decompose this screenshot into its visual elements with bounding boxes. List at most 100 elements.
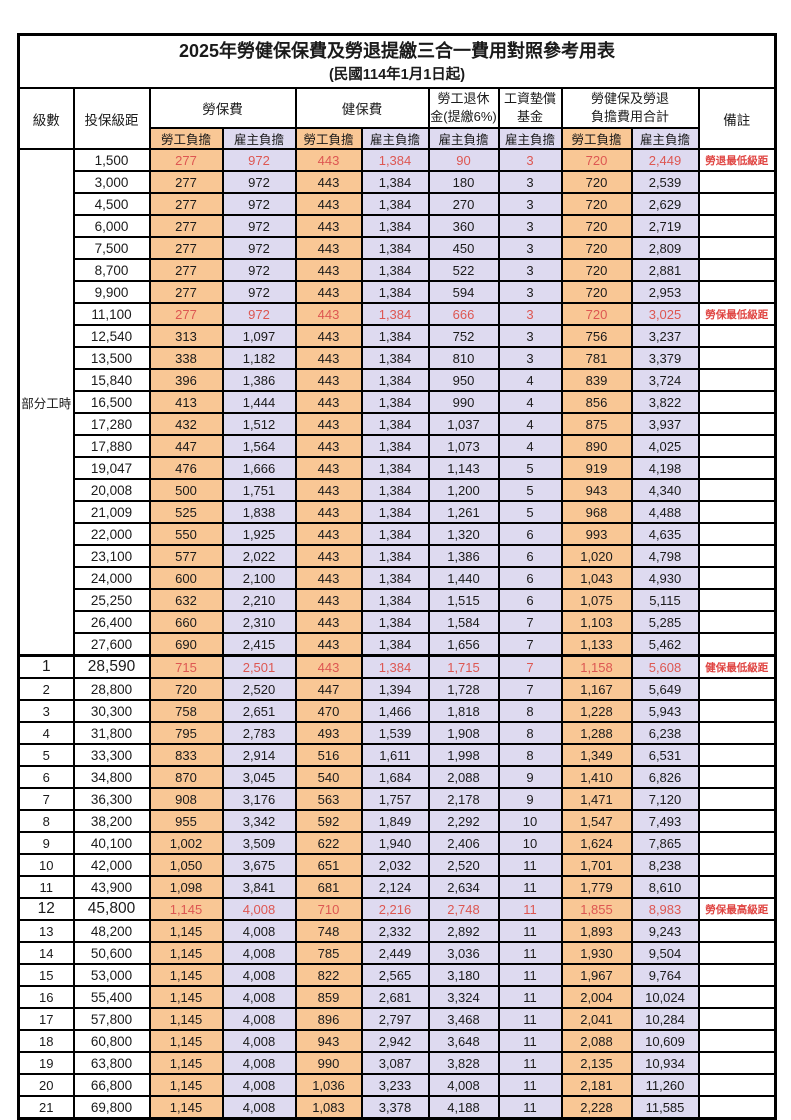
total-employer-cell: 3,379 (630, 346, 700, 370)
total-employer-cell: 5,115 (630, 588, 700, 612)
level-cell: 1 (17, 654, 75, 679)
wage-fund-cell: 7 (497, 632, 563, 657)
remark-cell (697, 390, 777, 414)
total-employer-cell: 5,285 (630, 610, 700, 634)
bracket-cell: 48,200 (72, 919, 151, 943)
total-employee-cell: 1,410 (560, 765, 633, 789)
wage-fund-cell: 5 (497, 478, 563, 502)
health-employer-cell: 1,539 (360, 721, 430, 745)
remark-cell (697, 677, 777, 701)
total-employer-cell: 9,243 (630, 919, 700, 943)
health-employer-cell: 1,384 (360, 478, 430, 502)
pension-cell: 2,634 (427, 875, 500, 899)
level-cell: 17 (17, 1007, 75, 1031)
wage-fund-cell: 7 (497, 654, 563, 679)
total-employer-cell: 5,943 (630, 699, 700, 723)
labor-employer-cell: 1,564 (221, 434, 297, 458)
table-row: 25,250 632 2,210 443 1,384 1,515 6 1,075 5,115 (19, 588, 777, 612)
pension-cell: 3,180 (427, 963, 500, 987)
pension-cell: 810 (427, 346, 500, 370)
labor-employer-cell: 1,925 (221, 522, 297, 546)
remark-cell (697, 941, 777, 965)
remark-cell (697, 1073, 777, 1097)
table-row: 12 45,800 1,145 4,008 710 2,216 2,748 11 1,855 8,… (17, 897, 777, 921)
health-employer-cell: 2,681 (360, 985, 430, 1009)
subheader-labor-employer: 雇主負擔 (221, 127, 297, 150)
health-employer-cell: 1,384 (360, 324, 430, 348)
pension-cell: 270 (427, 192, 500, 216)
total-employee-cell: 720 (560, 192, 633, 216)
bracket-cell: 30,300 (72, 699, 151, 723)
remark-cell (697, 699, 777, 723)
total-employee-cell: 2,041 (560, 1007, 633, 1031)
table-row: 26,400 660 2,310 443 1,384 1,584 7 1,103 5,285 (19, 610, 777, 634)
remark-cell: 健保最低級距 (697, 654, 777, 679)
bracket-cell: 20,008 (72, 478, 151, 502)
total-employee-cell: 1,020 (560, 544, 633, 568)
table-row: 16,500 413 1,444 443 1,384 990 4 856 3,822 (19, 390, 777, 414)
labor-employee-cell: 1,145 (148, 985, 224, 1009)
table-row: 27,600 690 2,415 443 1,384 1,656 7 1,133 5,462 (19, 632, 777, 657)
total-employee-cell: 1,855 (560, 897, 633, 921)
wage-fund-cell: 4 (497, 434, 563, 458)
bracket-cell: 57,800 (72, 1007, 151, 1031)
subheader-health-employer: 雇主負擔 (360, 127, 430, 150)
table-row: 1 28,590 715 2,501 443 1,384 1,715 7 1,158 5,608 健… (17, 654, 777, 679)
remark-cell (697, 787, 777, 811)
wage-fund-cell: 11 (497, 1095, 563, 1120)
table-row: 4 31,800 795 2,783 493 1,539 1,908 8 1,288 6,238 (17, 721, 777, 745)
level-cell: 8 (17, 809, 75, 833)
pension-cell: 1,200 (427, 478, 500, 502)
health-employee-cell: 443 (294, 324, 363, 348)
pension-cell: 2,520 (427, 853, 500, 877)
remark-cell (697, 1051, 777, 1075)
health-employee-cell: 748 (294, 919, 363, 943)
health-employee-cell: 443 (294, 434, 363, 458)
labor-employer-cell: 1,512 (221, 412, 297, 436)
total-employee-cell: 1,167 (560, 677, 633, 701)
health-employer-cell: 1,849 (360, 809, 430, 833)
header-labor-insurance: 勞保費 (148, 87, 297, 129)
health-employer-cell: 2,797 (360, 1007, 430, 1031)
labor-employee-cell: 1,050 (148, 853, 224, 877)
table-row: 3,000 277 972 443 1,384 180 3 720 2,539 (19, 170, 777, 194)
total-employer-cell: 4,635 (630, 522, 700, 546)
health-employer-cell: 1,384 (360, 654, 430, 679)
total-employer-cell: 8,610 (630, 875, 700, 899)
total-employer-cell: 2,539 (630, 170, 700, 194)
wage-fund-cell: 6 (497, 544, 563, 568)
health-employee-cell: 443 (294, 456, 363, 480)
level-cell: 11 (17, 875, 75, 899)
remark-cell (697, 1007, 777, 1031)
labor-employer-cell: 2,783 (221, 721, 297, 745)
total-employer-cell: 5,462 (630, 632, 700, 657)
total-employer-cell: 4,930 (630, 566, 700, 590)
health-employer-cell: 1,394 (360, 677, 430, 701)
bracket-cell: 24,000 (72, 566, 151, 590)
total-employer-cell: 3,237 (630, 324, 700, 348)
wage-fund-cell: 11 (497, 1007, 563, 1031)
remark-cell (697, 412, 777, 436)
total-employee-cell: 720 (560, 236, 633, 260)
page-subtitle: (民國114年1月1日起) (328, 66, 466, 83)
pension-cell: 1,073 (427, 434, 500, 458)
total-employee-cell: 856 (560, 390, 633, 414)
remark-cell (697, 280, 777, 304)
health-employer-cell: 1,384 (360, 302, 430, 326)
health-employee-cell: 443 (294, 610, 363, 634)
header-group-row: 級數 投保級距 勞保費 健保費 勞工退休 金(提繳6%) 工資墊償 基金 勞健保… (17, 87, 777, 150)
bracket-cell: 60,800 (72, 1029, 151, 1053)
wage-fund-cell: 3 (497, 258, 563, 282)
total-employee-cell: 1,967 (560, 963, 633, 987)
labor-employer-cell: 3,841 (221, 875, 297, 899)
wage-fund-cell: 3 (497, 192, 563, 216)
labor-employee-cell: 955 (148, 809, 224, 833)
health-employee-cell: 516 (294, 743, 363, 767)
health-employee-cell: 822 (294, 963, 363, 987)
level-cell: 4 (17, 721, 75, 745)
labor-employee-cell: 758 (148, 699, 224, 723)
pension-cell: 752 (427, 324, 500, 348)
wage-fund-cell: 6 (497, 566, 563, 590)
wage-fund-cell: 8 (497, 743, 563, 767)
header-level: 級數 (17, 87, 75, 150)
